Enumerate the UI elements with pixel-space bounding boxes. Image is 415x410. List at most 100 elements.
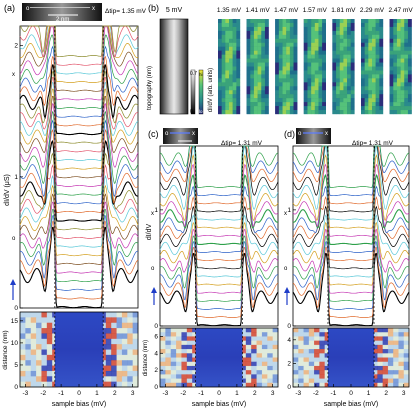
- map-cell: [240, 361, 247, 367]
- spectrum-trace: [19, 214, 139, 291]
- map-cell: [116, 376, 123, 382]
- map-cell: [382, 336, 389, 341]
- map-cell: [245, 382, 252, 388]
- map-cell: [261, 42, 266, 47]
- map-cell: [132, 370, 139, 377]
- map-cell: [298, 349, 304, 354]
- map-cell: [339, 62, 344, 67]
- map-cell: [289, 82, 294, 87]
- map-cell: [225, 30, 230, 36]
- map-cell: [303, 382, 310, 388]
- map-cell: [275, 66, 280, 71]
- map-cell: [289, 34, 294, 39]
- map-cell: [264, 90, 269, 95]
- map-cell: [350, 54, 355, 59]
- map-cell: [192, 357, 198, 363]
- map-cell: [225, 70, 230, 75]
- map-cell: [25, 360, 32, 366]
- map-cell: [30, 312, 37, 318]
- map-cell: [264, 74, 269, 79]
- map-cell: [308, 357, 315, 363]
- map-cell: [303, 365, 310, 371]
- map-cell: [111, 338, 117, 345]
- map-cell: [372, 26, 376, 32]
- map-cell: [267, 349, 273, 354]
- map-cell: [286, 82, 291, 87]
- map-cell: [339, 74, 344, 79]
- map-cell: [111, 370, 117, 377]
- map-cell: [289, 86, 294, 91]
- map-cell: [372, 102, 376, 107]
- map-cell: [372, 90, 376, 95]
- map-cell: [41, 376, 48, 382]
- map-cell: [165, 361, 172, 367]
- map-cell: [314, 50, 319, 55]
- map-cell: [396, 82, 401, 87]
- map-cell: [245, 349, 252, 354]
- map-cell: [20, 376, 26, 382]
- map-cell: [403, 340, 410, 346]
- map-cell: [264, 26, 269, 32]
- map-cell: [332, 54, 337, 59]
- map-cell: [181, 357, 188, 363]
- spectrum-trace: [159, 196, 279, 262]
- map-cell: [132, 381, 139, 388]
- map-cell: [318, 30, 323, 36]
- map-cell: [303, 106, 308, 111]
- map-cell: [192, 374, 198, 379]
- map-cell: [332, 98, 337, 103]
- map-cell: [387, 374, 394, 379]
- map-cell: [30, 322, 37, 329]
- map-cell: [293, 90, 298, 95]
- map-cell: [314, 332, 320, 337]
- map-cell: [181, 353, 188, 358]
- map-cell: [282, 30, 287, 36]
- map-cell: [307, 19, 312, 24]
- map-cell: [303, 378, 310, 384]
- map-cell: [293, 78, 298, 83]
- map-cell: [165, 382, 172, 388]
- map-cell: [308, 349, 315, 354]
- map-cell: [253, 110, 258, 115]
- map-cell: [256, 357, 263, 363]
- map-cell: [232, 66, 237, 71]
- panel-c-map-ylabel: distance (nm): [143, 340, 149, 376]
- map-cell: [165, 344, 172, 350]
- map-cell: [293, 336, 299, 341]
- map-cell: [311, 106, 315, 111]
- map-cell: [225, 34, 230, 39]
- map-cell: [382, 361, 389, 367]
- map-cell: [236, 94, 241, 99]
- map-cell: [396, 19, 401, 24]
- map-cell: [229, 94, 233, 99]
- x-tick-label: 2: [113, 390, 117, 397]
- map-cell: [322, 86, 326, 91]
- panel-c-label: (c): [148, 129, 159, 139]
- map-cell: [221, 38, 226, 43]
- map-cell: [379, 82, 384, 87]
- map-cell: [293, 38, 298, 43]
- map-cell: [398, 344, 405, 350]
- map-cell: [221, 90, 226, 95]
- map-cell: [336, 86, 340, 91]
- map-cell: [170, 344, 177, 350]
- map-cell: [407, 90, 412, 95]
- map-cell: [165, 357, 172, 363]
- map-cell: [229, 70, 233, 75]
- map-cell: [308, 328, 315, 333]
- map-cell: [407, 54, 412, 59]
- map-cell: [132, 376, 139, 382]
- map-cell: [46, 312, 53, 318]
- map-cell: [403, 357, 410, 363]
- map-cell: [361, 110, 365, 115]
- map-cell: [303, 361, 310, 367]
- spectrum-trace: [292, 163, 410, 237]
- map-cell: [393, 328, 399, 333]
- map-cell: [336, 19, 340, 24]
- map-cell: [324, 382, 331, 388]
- map-cell: [375, 19, 380, 24]
- y-tick-label: 0: [287, 384, 291, 391]
- map-cell: [350, 46, 355, 51]
- spectrum-trace: [159, 247, 279, 318]
- map-cell: [389, 90, 394, 95]
